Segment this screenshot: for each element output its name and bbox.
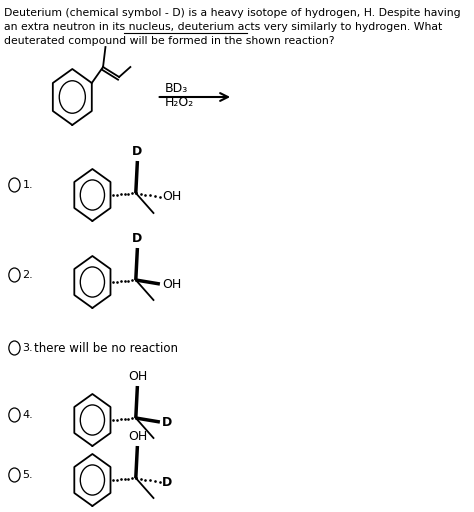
Text: D: D	[132, 145, 143, 158]
Text: deuterated compound will be formed in the shown reaction?: deuterated compound will be formed in th…	[4, 36, 335, 46]
Text: D: D	[132, 232, 143, 245]
Text: there will be no reaction: there will be no reaction	[34, 342, 178, 354]
Text: an extra neutron in its nucleus, deuterium acts very similarly to hydrogen. What: an extra neutron in its nucleus, deuteri…	[4, 22, 442, 32]
Text: OH: OH	[128, 370, 147, 383]
Text: 5.: 5.	[22, 470, 33, 480]
Text: D: D	[162, 416, 173, 429]
Text: D: D	[162, 476, 173, 488]
Text: 1.: 1.	[22, 180, 33, 190]
Text: OH: OH	[128, 430, 147, 443]
Text: 4.: 4.	[22, 410, 33, 420]
Text: OH: OH	[162, 190, 182, 203]
Text: BD₃: BD₃	[164, 82, 188, 95]
Text: OH: OH	[162, 278, 182, 290]
Text: 2.: 2.	[22, 270, 33, 280]
Text: H₂O₂: H₂O₂	[164, 96, 194, 109]
Text: 3.: 3.	[22, 343, 33, 353]
Text: Deuterium (chemical symbol - D) is a heavy isotope of hydrogen, H. Despite havin: Deuterium (chemical symbol - D) is a hea…	[4, 8, 461, 18]
